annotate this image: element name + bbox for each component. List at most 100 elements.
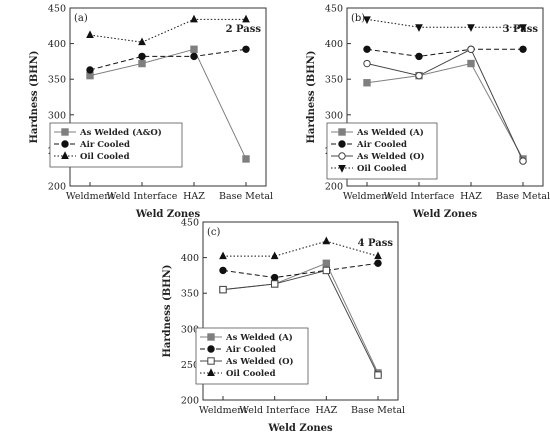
x-tick-label: HAZ [315,405,337,416]
data-point [467,59,475,68]
y-tick-label: 350 [325,75,343,86]
data-point [242,14,250,23]
y-tick-label: 250 [181,360,199,371]
panel-label: (b) [351,13,365,24]
series-4 [219,236,382,260]
series-line [366,48,524,162]
legend-marker [61,128,69,136]
series-line [223,240,379,257]
x-tick-label: Weld Interface [107,191,178,202]
y-tick-label: 200 [48,182,66,193]
series-line [366,48,523,57]
data-point [86,30,94,39]
x-axis-title: Weld Zones [135,209,201,220]
data-point [322,259,331,267]
plot-frame [202,221,399,401]
legend-entry: Oil Cooled [80,152,130,162]
x-tick-label: HAZ [183,191,205,202]
panel-label: (a) [74,13,88,24]
pass-annotation: 2 Pass [226,24,262,35]
x-tick-label: Base Metal [351,405,405,416]
series-line [89,18,246,43]
data-point [363,79,371,87]
data-point [363,16,371,25]
legend-marker [207,345,215,353]
data-point [467,24,475,32]
x-tick-label: Weldment [66,191,114,202]
y-tick-label: 400 [181,253,199,264]
x-tick-label: Base Metal [219,191,273,202]
legend-entry: Air Cooled [79,140,130,150]
data-point [190,52,198,61]
y-tick-label: 350 [48,75,66,86]
data-point [219,251,227,260]
legend-entry: As Welded (A) [356,127,424,138]
data-point [374,259,382,267]
data-point [415,24,423,32]
legend-marker [207,368,215,377]
plot-frame [69,7,267,187]
y-axis-title: Hardness (BHN) [306,50,317,143]
x-axis-title: Weld Zones [412,209,478,220]
data-point [374,371,382,379]
legend-entry: Air Cooled [356,140,407,150]
data-point [363,59,371,68]
data-point [467,45,475,53]
series-line [222,269,379,376]
y-tick-label: 300 [325,110,343,121]
data-point [138,59,146,68]
x-tick-label: Weldment [199,405,247,416]
x-tick-label: HAZ [460,191,482,202]
data-point [415,71,423,80]
data-point [219,285,227,294]
x-axis-title: Weld Zones [267,423,333,433]
data-point [242,45,250,53]
data-point [219,266,227,275]
y-tick-label: 350 [181,289,199,300]
y-tick-label: 300 [48,110,66,121]
x-tick-label: Weldment [343,191,391,202]
legend-marker [207,333,215,341]
x-tick-label: Weld Interface [239,405,310,416]
legend-entry: As Welded (A) [225,332,293,343]
pass-annotation: 3 Pass [503,24,539,35]
legend-entry: Oil Cooled [226,369,276,379]
y-tick-label: 200 [325,182,343,193]
data-point [270,251,279,260]
legend-marker [338,152,346,160]
series-line [366,18,523,28]
legend-marker [338,140,346,148]
plot-frame [346,7,544,187]
series-3 [219,266,382,379]
series-4 [363,16,527,32]
series-line [89,48,247,71]
series-line [222,262,379,279]
series-1 [86,45,250,163]
y-axis-title: Hardness (BHN) [162,264,173,357]
legend-entry: As Welded (O) [225,356,294,367]
x-tick-label: Base Metal [496,191,550,202]
data-point [363,45,371,53]
data-point [374,251,382,260]
data-point [519,157,527,165]
panel-label: (c) [207,227,221,238]
y-axis-title: Hardness (BHN) [29,50,40,143]
series-2 [363,45,527,61]
legend-entry: As Welded (A&O) [79,127,162,138]
y-tick-label: 200 [181,396,199,407]
data-point [519,24,527,32]
legend-entry: Oil Cooled [357,164,407,174]
data-point [322,266,331,275]
data-point [190,14,198,23]
series-2 [86,45,250,74]
data-point [322,236,331,245]
legend-entry: As Welded (O) [356,151,425,162]
data-point [415,52,423,61]
legend-marker [338,128,346,136]
y-tick-label: 400 [325,39,343,50]
